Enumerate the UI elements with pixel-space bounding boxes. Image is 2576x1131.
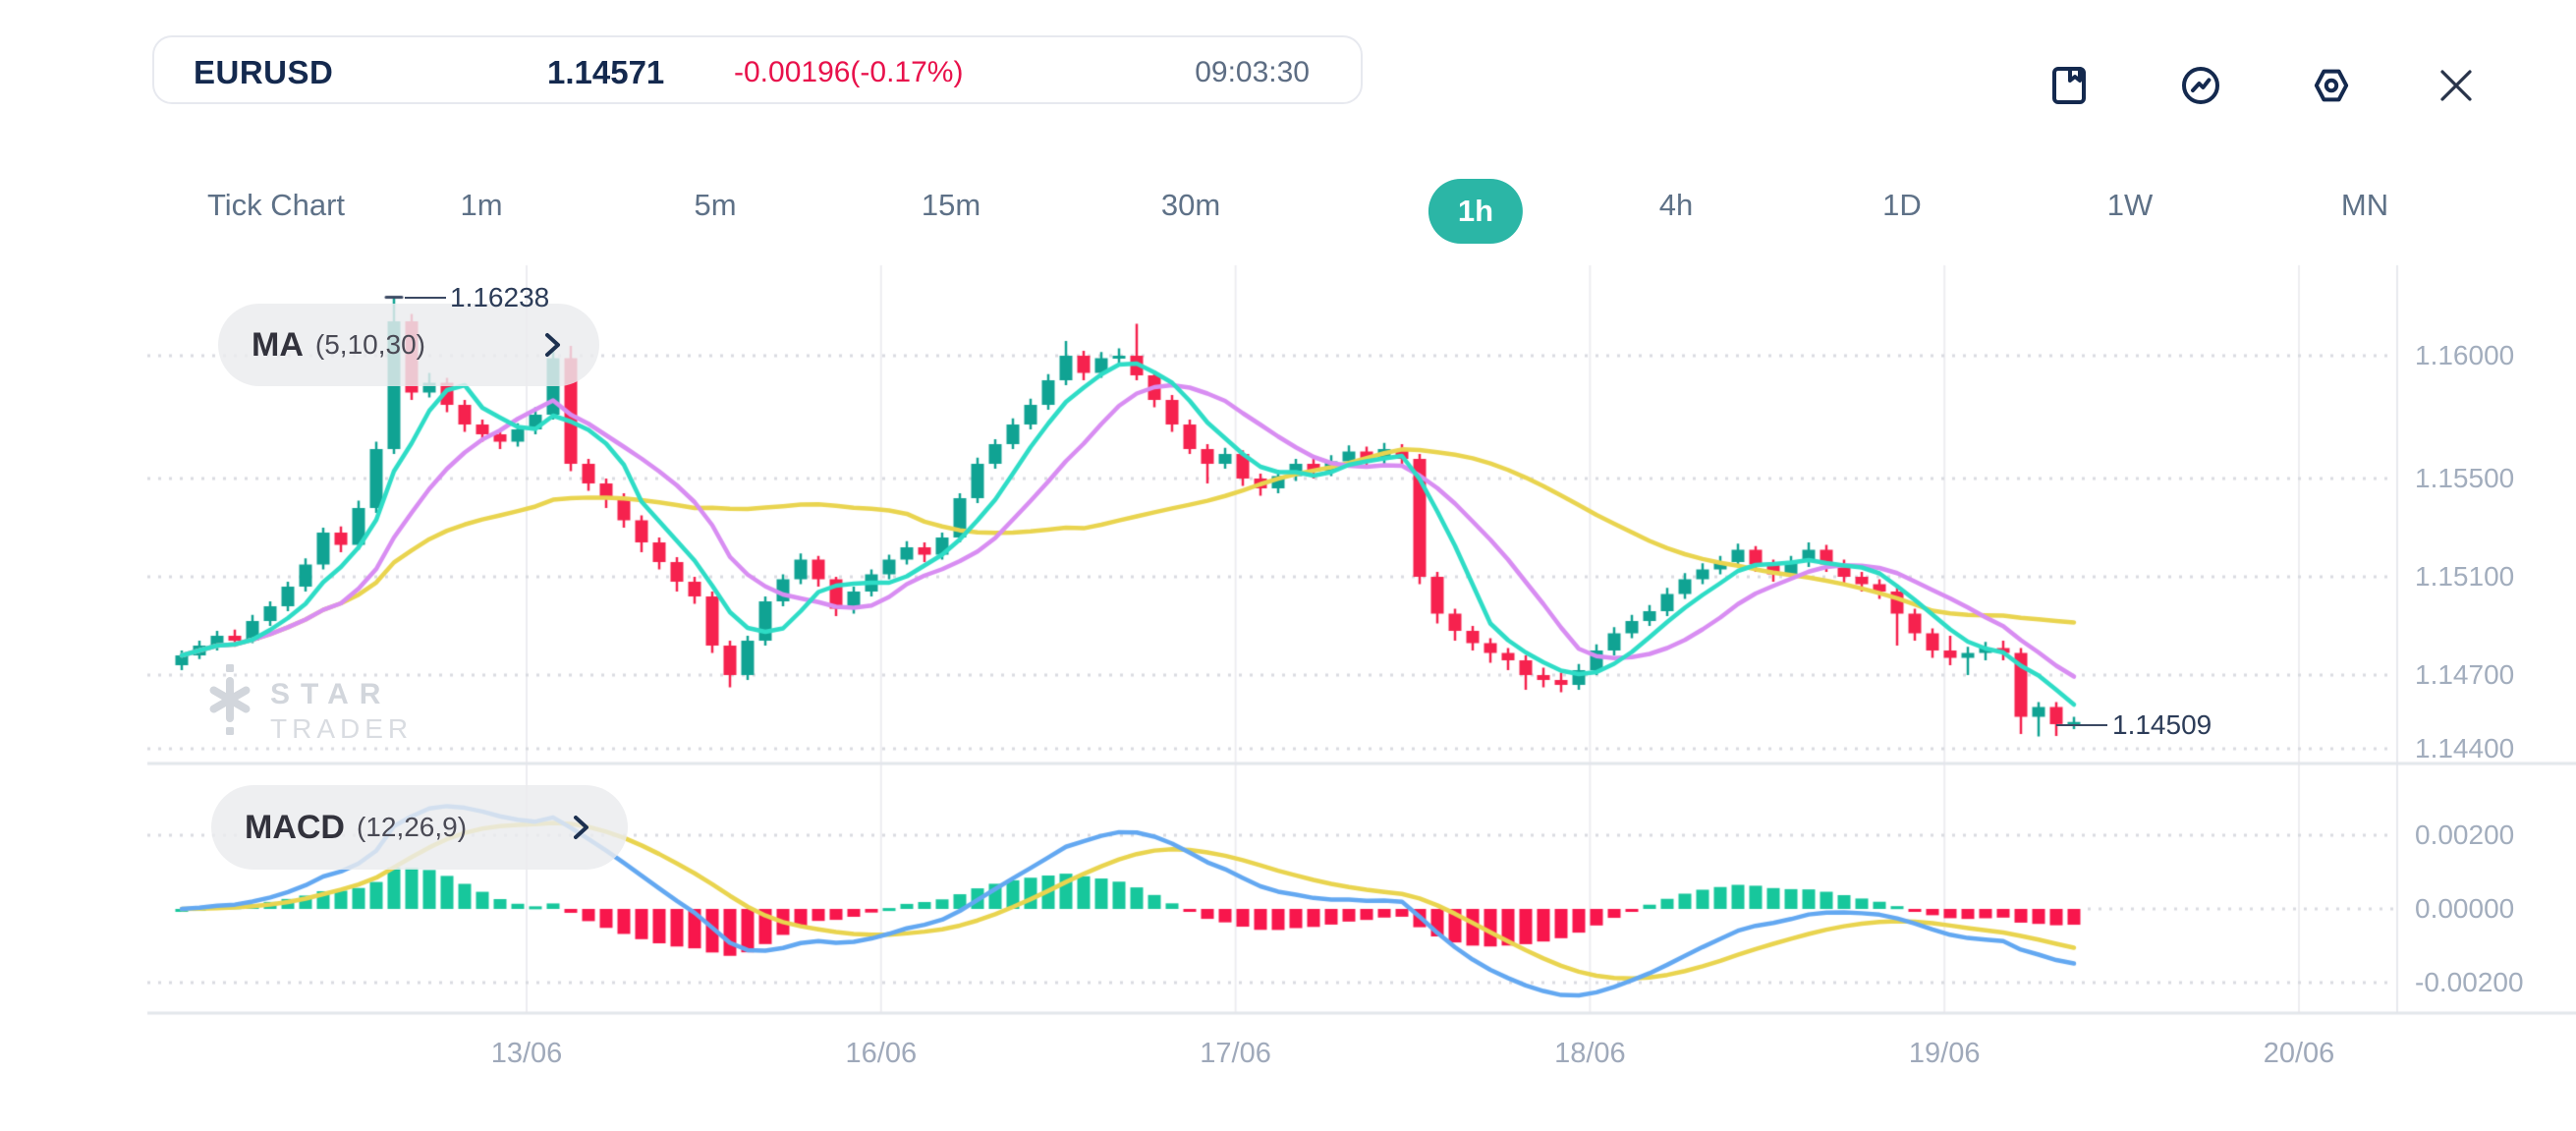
date-axis-label: 20/06 (2263, 1038, 2335, 1069)
price-axis-label: 1.14400 (2415, 733, 2515, 763)
date-axis-label: 19/06 (1908, 1038, 1981, 1069)
ma-indicator-params: (5,10,30) (314, 329, 425, 360)
macd-indicator-label: MACD (245, 808, 345, 846)
date-axis-label: 17/06 (1200, 1038, 1271, 1069)
date-axis-label: 16/06 (845, 1038, 918, 1069)
chevron-right-icon[interactable] (567, 810, 594, 845)
low-callout-label: 1.14509 (2112, 709, 2212, 740)
macd-indicator-pill[interactable]: MACD (12,26,9) (211, 785, 628, 870)
macd-axis-label: -0.00200 (2415, 967, 2524, 997)
low-callout-line (2056, 724, 2107, 726)
macd-indicator-params: (12,26,9) (356, 812, 468, 842)
high-callout-label: 1.16238 (450, 282, 550, 312)
price-axis-label: 1.15100 (2415, 561, 2515, 592)
ma-indicator-label: MA (252, 325, 304, 364)
macd-axis-label: 0.00000 (2415, 893, 2515, 924)
ma-indicator-pill[interactable]: MA (5,10,30) (218, 304, 599, 386)
date-axis-label: 18/06 (1554, 1038, 1626, 1069)
high-callout-line (405, 297, 446, 299)
price-axis-label: 1.14700 (2415, 659, 2515, 690)
price-axis-label: 1.15500 (2415, 463, 2515, 493)
chevron-right-icon[interactable] (538, 327, 566, 363)
macd-axis-label: 0.00200 (2415, 820, 2515, 850)
price-axis-label: 1.16000 (2415, 340, 2515, 370)
date-axis-label: 13/06 (490, 1038, 563, 1069)
